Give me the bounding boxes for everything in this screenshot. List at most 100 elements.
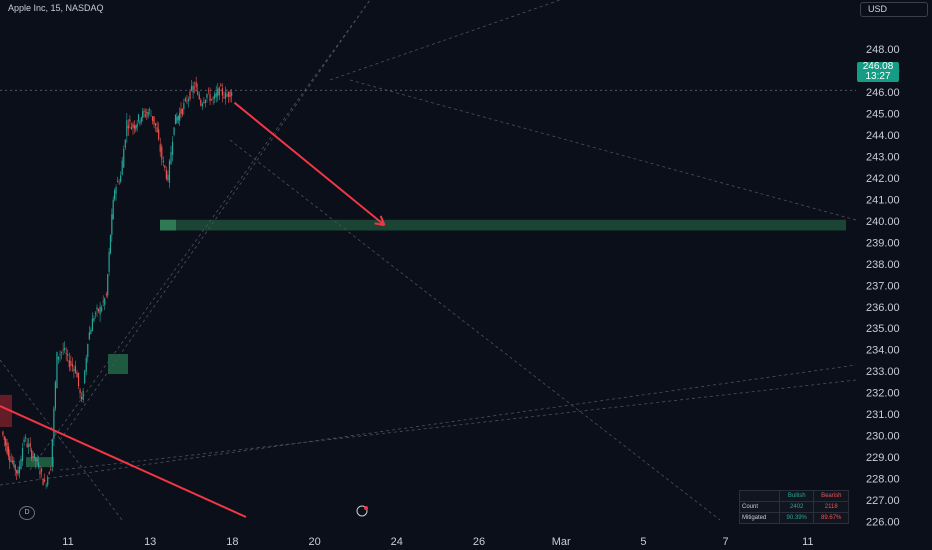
projection-arrow-head — [374, 222, 385, 227]
candle-body — [136, 123, 138, 128]
candle-body — [210, 99, 213, 101]
candle-body — [226, 94, 228, 97]
candle-body — [107, 274, 109, 296]
candle-body — [123, 149, 125, 168]
y-tick-label: 237.00 — [866, 280, 900, 292]
candle-body — [10, 460, 12, 462]
zone-bullish_ob — [160, 219, 846, 231]
candle-body — [7, 446, 10, 457]
stats-header-empty — [739, 490, 780, 502]
candle-body — [37, 462, 40, 468]
trend-line — [0, 359, 123, 521]
stats-row-label: Count — [739, 501, 780, 513]
time-axis[interactable]: 11 13 18 20 24 26 Mar 5 7 11 — [62, 536, 813, 548]
candle-body — [73, 368, 75, 371]
candle-body — [76, 372, 78, 378]
candle-body — [33, 453, 36, 459]
candle-body — [156, 127, 158, 133]
candle-body — [26, 443, 28, 448]
candle-body — [144, 114, 147, 117]
candle-body — [60, 352, 63, 353]
candle-body — [153, 116, 155, 125]
replay-icon-dot — [364, 506, 368, 510]
current-price-label: 246.08 — [862, 61, 894, 72]
candle-body — [104, 298, 106, 305]
candle-body — [151, 116, 154, 122]
candle-body — [90, 330, 92, 335]
candle-body — [67, 354, 69, 356]
candle-body — [70, 360, 72, 366]
candle-body — [146, 112, 148, 114]
candle-body — [32, 456, 34, 458]
candle-body — [135, 125, 137, 130]
y-tick-label: 241.00 — [866, 194, 900, 206]
y-tick-label: 229.00 — [866, 452, 900, 464]
candle-body — [59, 354, 61, 356]
candle-body — [99, 306, 101, 315]
stats-bearish-mitigated: 89.67% — [813, 512, 849, 524]
candle-body — [82, 390, 84, 400]
stats-row-label: Mitigated — [739, 512, 780, 524]
candle-body — [168, 160, 171, 183]
y-tick-label: 243.00 — [866, 151, 900, 163]
candle-body — [96, 307, 98, 310]
y-tick-label: 234.00 — [866, 345, 900, 357]
dividends-marker-button[interactable]: D — [19, 506, 35, 520]
x-tick-label: 11 — [802, 536, 813, 548]
candle-body — [102, 301, 104, 302]
price-axis[interactable]: 226.00 227.00 228.00 229.00 230.00 231.00 232.… — [856, 0, 932, 550]
overlay-lines — [0, 101, 386, 518]
candle-body — [229, 91, 231, 98]
candle-body — [189, 91, 191, 99]
candle-body — [97, 308, 100, 312]
order-block-stats-table: Bullish Bearish Count 2402 2118 Mitigate… — [739, 490, 849, 524]
y-tick-label: 233.00 — [866, 366, 900, 378]
candle-body — [45, 485, 47, 486]
candle-body — [150, 115, 152, 117]
candle-body — [77, 372, 80, 387]
candle-body — [177, 115, 179, 121]
candle-body — [187, 98, 190, 101]
candle-body — [181, 109, 183, 115]
candle-body — [164, 165, 166, 168]
y-tick-label: 238.00 — [866, 259, 900, 271]
candle-body — [190, 85, 193, 91]
candle-body — [159, 144, 161, 152]
candle-body — [140, 117, 142, 122]
stats-header-bearish: Bearish — [813, 490, 849, 502]
zone-origin-bar — [160, 219, 176, 231]
stats-header-bullish: Bullish — [778, 490, 815, 502]
candle-body — [192, 86, 194, 93]
candlesticks — [2, 76, 233, 489]
candle-body — [203, 102, 205, 104]
candle-body — [93, 317, 95, 321]
zone-mini-bullish — [108, 354, 128, 375]
candle-body — [5, 438, 7, 446]
candle-body — [18, 466, 21, 474]
candle-body — [54, 382, 57, 409]
candle-body — [44, 479, 46, 482]
candle-body — [29, 442, 31, 447]
candle-body — [23, 439, 25, 443]
currency-selector[interactable]: USD — [860, 2, 928, 17]
stats-bearish-count: 2118 — [813, 501, 849, 513]
candle-body — [31, 450, 33, 459]
y-tick-label: 240.00 — [866, 216, 900, 228]
candle-body — [161, 146, 163, 160]
stats-bullish-count: 2402 — [778, 501, 815, 513]
x-tick-label: 11 — [62, 536, 73, 548]
candle-body — [120, 175, 122, 182]
candle-body — [231, 92, 233, 96]
candle-body — [207, 90, 210, 92]
candle-body — [197, 91, 199, 95]
candle-body — [56, 352, 58, 389]
candle-body — [212, 97, 214, 99]
x-tick-label: 20 — [308, 536, 320, 548]
candle-body — [220, 84, 222, 87]
candle-body — [223, 97, 225, 99]
candle-body — [91, 318, 94, 332]
trend-line — [349, 79, 857, 221]
y-tick-label: 236.00 — [866, 302, 900, 314]
candle-body — [124, 139, 126, 148]
